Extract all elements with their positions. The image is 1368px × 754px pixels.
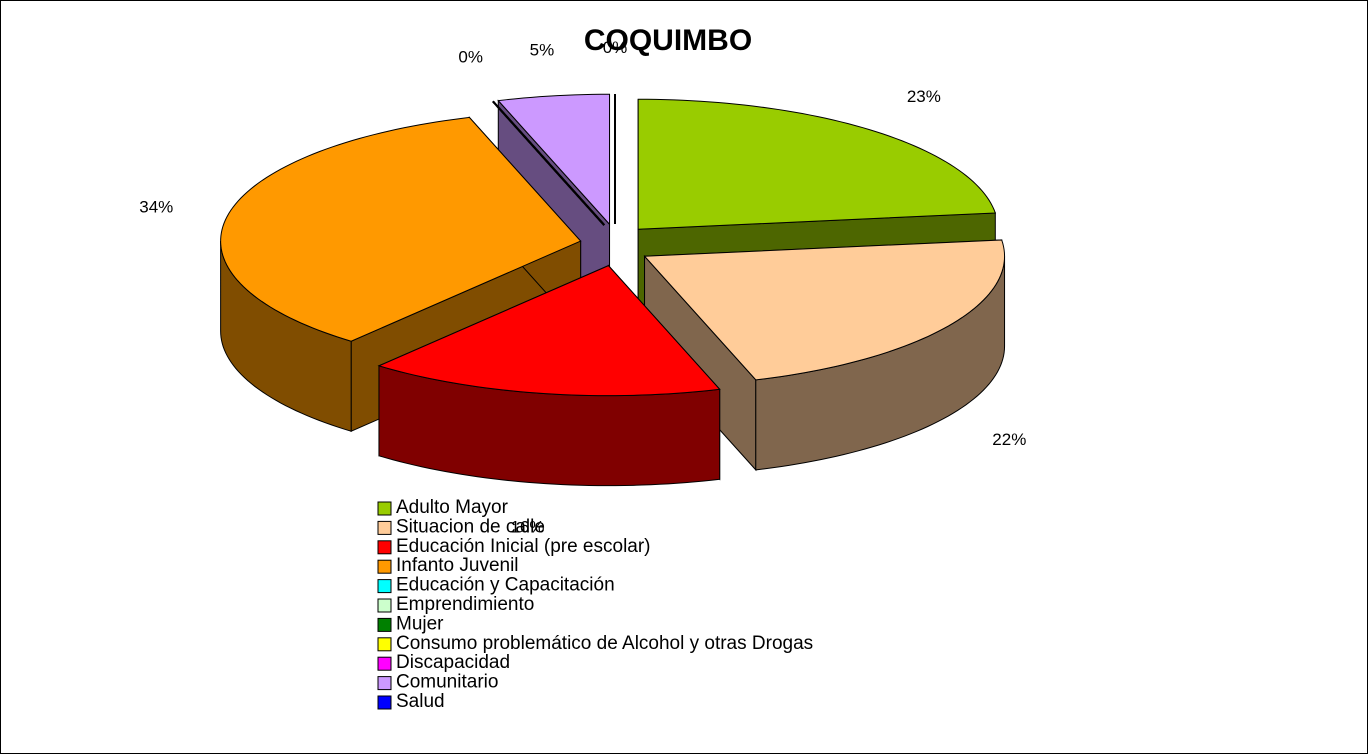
- data-label: 23%: [907, 87, 941, 106]
- slice: [643, 239, 1006, 472]
- slice: [643, 239, 1006, 381]
- legend-swatch: [377, 579, 392, 594]
- slice: [377, 265, 721, 397]
- slice: [220, 116, 582, 342]
- legend-label: Infanto Juvenil: [396, 555, 519, 576]
- legend-label: Emprendimiento: [396, 594, 534, 615]
- legend-swatch: [377, 656, 392, 671]
- slice: [497, 93, 611, 226]
- slice: [637, 98, 997, 230]
- legend-label: Adulto Mayor: [396, 497, 509, 518]
- legend-label: Comunitario: [396, 672, 498, 693]
- data-label: 5%: [530, 40, 555, 59]
- legend-label: Mujer: [396, 613, 444, 634]
- legend-label: Discapacidad: [396, 652, 510, 673]
- chart-title: COQUIMBO: [584, 24, 752, 57]
- legend-swatch: [377, 520, 392, 535]
- legend-swatch: [377, 559, 392, 574]
- legend-swatch: [377, 637, 392, 652]
- slice: [497, 93, 611, 316]
- legend-label: Consumo problemático de Alcohol y otras …: [396, 633, 813, 654]
- data-label: 16%: [510, 518, 544, 537]
- data-label: 0%: [458, 48, 483, 67]
- slice: [377, 264, 721, 487]
- legend-label: Educación y Capacitación: [396, 575, 615, 596]
- legend-swatch: [377, 695, 392, 710]
- legend-swatch: [377, 501, 392, 516]
- data-label: 22%: [992, 430, 1026, 449]
- data-label: 34%: [139, 198, 173, 217]
- legend-swatch: [377, 598, 392, 613]
- legend-label: Salud: [396, 691, 445, 712]
- legend-swatch: [377, 676, 392, 691]
- legend-label: Educación Inicial (pre escolar): [396, 536, 651, 557]
- data-label: 0%: [603, 38, 628, 57]
- legend-swatch: [377, 540, 392, 555]
- legend-label: Situacion de calle: [396, 516, 545, 537]
- legend-swatch: [377, 617, 392, 632]
